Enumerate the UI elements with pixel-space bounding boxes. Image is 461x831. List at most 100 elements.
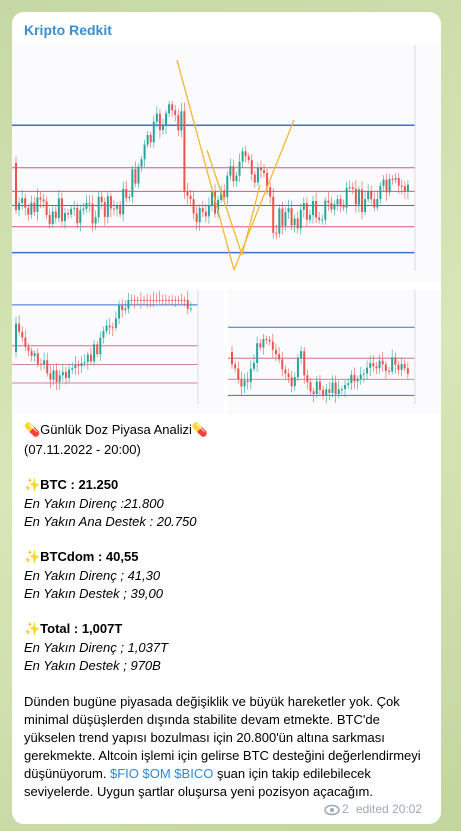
image-detail — [45, 201, 48, 216]
image-detail — [186, 299, 189, 309]
image-detail — [42, 199, 45, 202]
image-detail — [111, 327, 114, 329]
image-detail — [375, 366, 378, 369]
image-detail — [102, 331, 105, 338]
section-line: En Yakın Direnç ; 41,30 — [24, 568, 161, 583]
image-detail — [406, 184, 409, 192]
image-detail — [364, 199, 367, 213]
image-detail — [328, 389, 331, 393]
views-count: 2 — [342, 802, 349, 816]
image-detail — [74, 364, 77, 369]
views-icon — [324, 804, 340, 816]
section-line: En Yakın Ana Destek : 20.750 — [24, 514, 197, 529]
image-detail — [234, 364, 237, 369]
section-line: En Yakın Direnç :21.800 — [24, 496, 164, 511]
image-detail — [183, 111, 186, 192]
image-detail — [21, 198, 24, 203]
image-detail — [207, 205, 210, 217]
image-detail — [331, 382, 334, 393]
image-detail — [85, 202, 88, 209]
image-detail — [68, 369, 71, 378]
image-detail — [378, 360, 381, 369]
image-detail — [99, 337, 102, 355]
image-detail — [256, 343, 259, 364]
image-detail — [256, 167, 259, 183]
chart-image[interactable] — [12, 290, 224, 414]
image-detail — [122, 188, 125, 215]
image-detail — [334, 382, 337, 395]
image-detail — [306, 375, 309, 383]
image-detail — [241, 151, 244, 162]
image-detail — [302, 202, 305, 210]
image-detail — [79, 210, 82, 224]
image-detail — [296, 218, 299, 229]
image-detail — [103, 202, 106, 217]
image-detail — [127, 299, 130, 309]
image-detail — [210, 191, 213, 206]
image-detail — [119, 205, 122, 215]
image-detail — [168, 299, 171, 301]
image-detail — [146, 135, 149, 145]
image-detail — [357, 189, 360, 205]
image-detail — [18, 202, 21, 210]
image-detail — [241, 184, 261, 256]
image-detail — [379, 185, 382, 200]
image-detail — [80, 363, 83, 367]
image-detail — [300, 351, 303, 358]
channel-name[interactable]: Kripto Redkit — [24, 22, 112, 38]
image-detail — [18, 323, 21, 332]
section-head: ✨Total : 1,007T — [24, 621, 123, 636]
image-detail — [238, 161, 241, 176]
image-detail — [30, 350, 33, 356]
image-detail — [77, 364, 80, 367]
image-detail — [344, 384, 347, 390]
cashtag-links[interactable]: $FIO $OM $BICO — [110, 766, 214, 781]
image-detail — [321, 219, 324, 221]
image-detail — [367, 190, 370, 200]
chart-image[interactable] — [12, 45, 441, 281]
image-detail — [96, 344, 99, 355]
image-detail — [70, 208, 73, 215]
image-detail — [293, 218, 296, 226]
image-detail — [124, 308, 127, 311]
image-detail — [403, 186, 406, 192]
image-detail — [324, 200, 327, 220]
image-detail — [284, 369, 287, 374]
image-detail — [318, 381, 321, 390]
image-detail — [356, 379, 359, 382]
image-detail — [259, 343, 262, 348]
edited-time: edited 20:02 — [356, 802, 423, 816]
image-detail — [299, 209, 302, 229]
image-detail — [108, 325, 111, 328]
image-detail — [12, 290, 224, 414]
image-detail — [164, 299, 167, 301]
image-detail — [231, 352, 233, 365]
image-detail — [158, 299, 161, 301]
image-detail — [46, 360, 49, 374]
image-detail — [180, 299, 183, 301]
image-detail — [235, 175, 238, 182]
image-detail — [293, 377, 296, 387]
image-detail — [400, 363, 403, 370]
image-detail — [217, 199, 220, 214]
image-detail — [55, 370, 58, 382]
image-detail — [382, 179, 385, 186]
image-detail — [327, 200, 330, 203]
image-detail — [250, 160, 253, 175]
image-detail — [318, 217, 321, 220]
image-detail — [33, 353, 36, 356]
message-date: (07.11.2022 - 20:00) — [24, 442, 141, 457]
image-detail — [171, 104, 174, 111]
chart-image[interactable] — [228, 290, 441, 414]
image-detail — [284, 212, 287, 226]
image-detail — [246, 380, 249, 383]
image-detail — [88, 202, 91, 204]
image-detail — [237, 368, 240, 380]
image-detail — [60, 198, 63, 222]
image-detail — [161, 299, 164, 301]
image-detail — [24, 198, 27, 208]
image-detail — [403, 363, 406, 369]
image-detail — [339, 199, 342, 206]
image-detail — [278, 354, 281, 360]
